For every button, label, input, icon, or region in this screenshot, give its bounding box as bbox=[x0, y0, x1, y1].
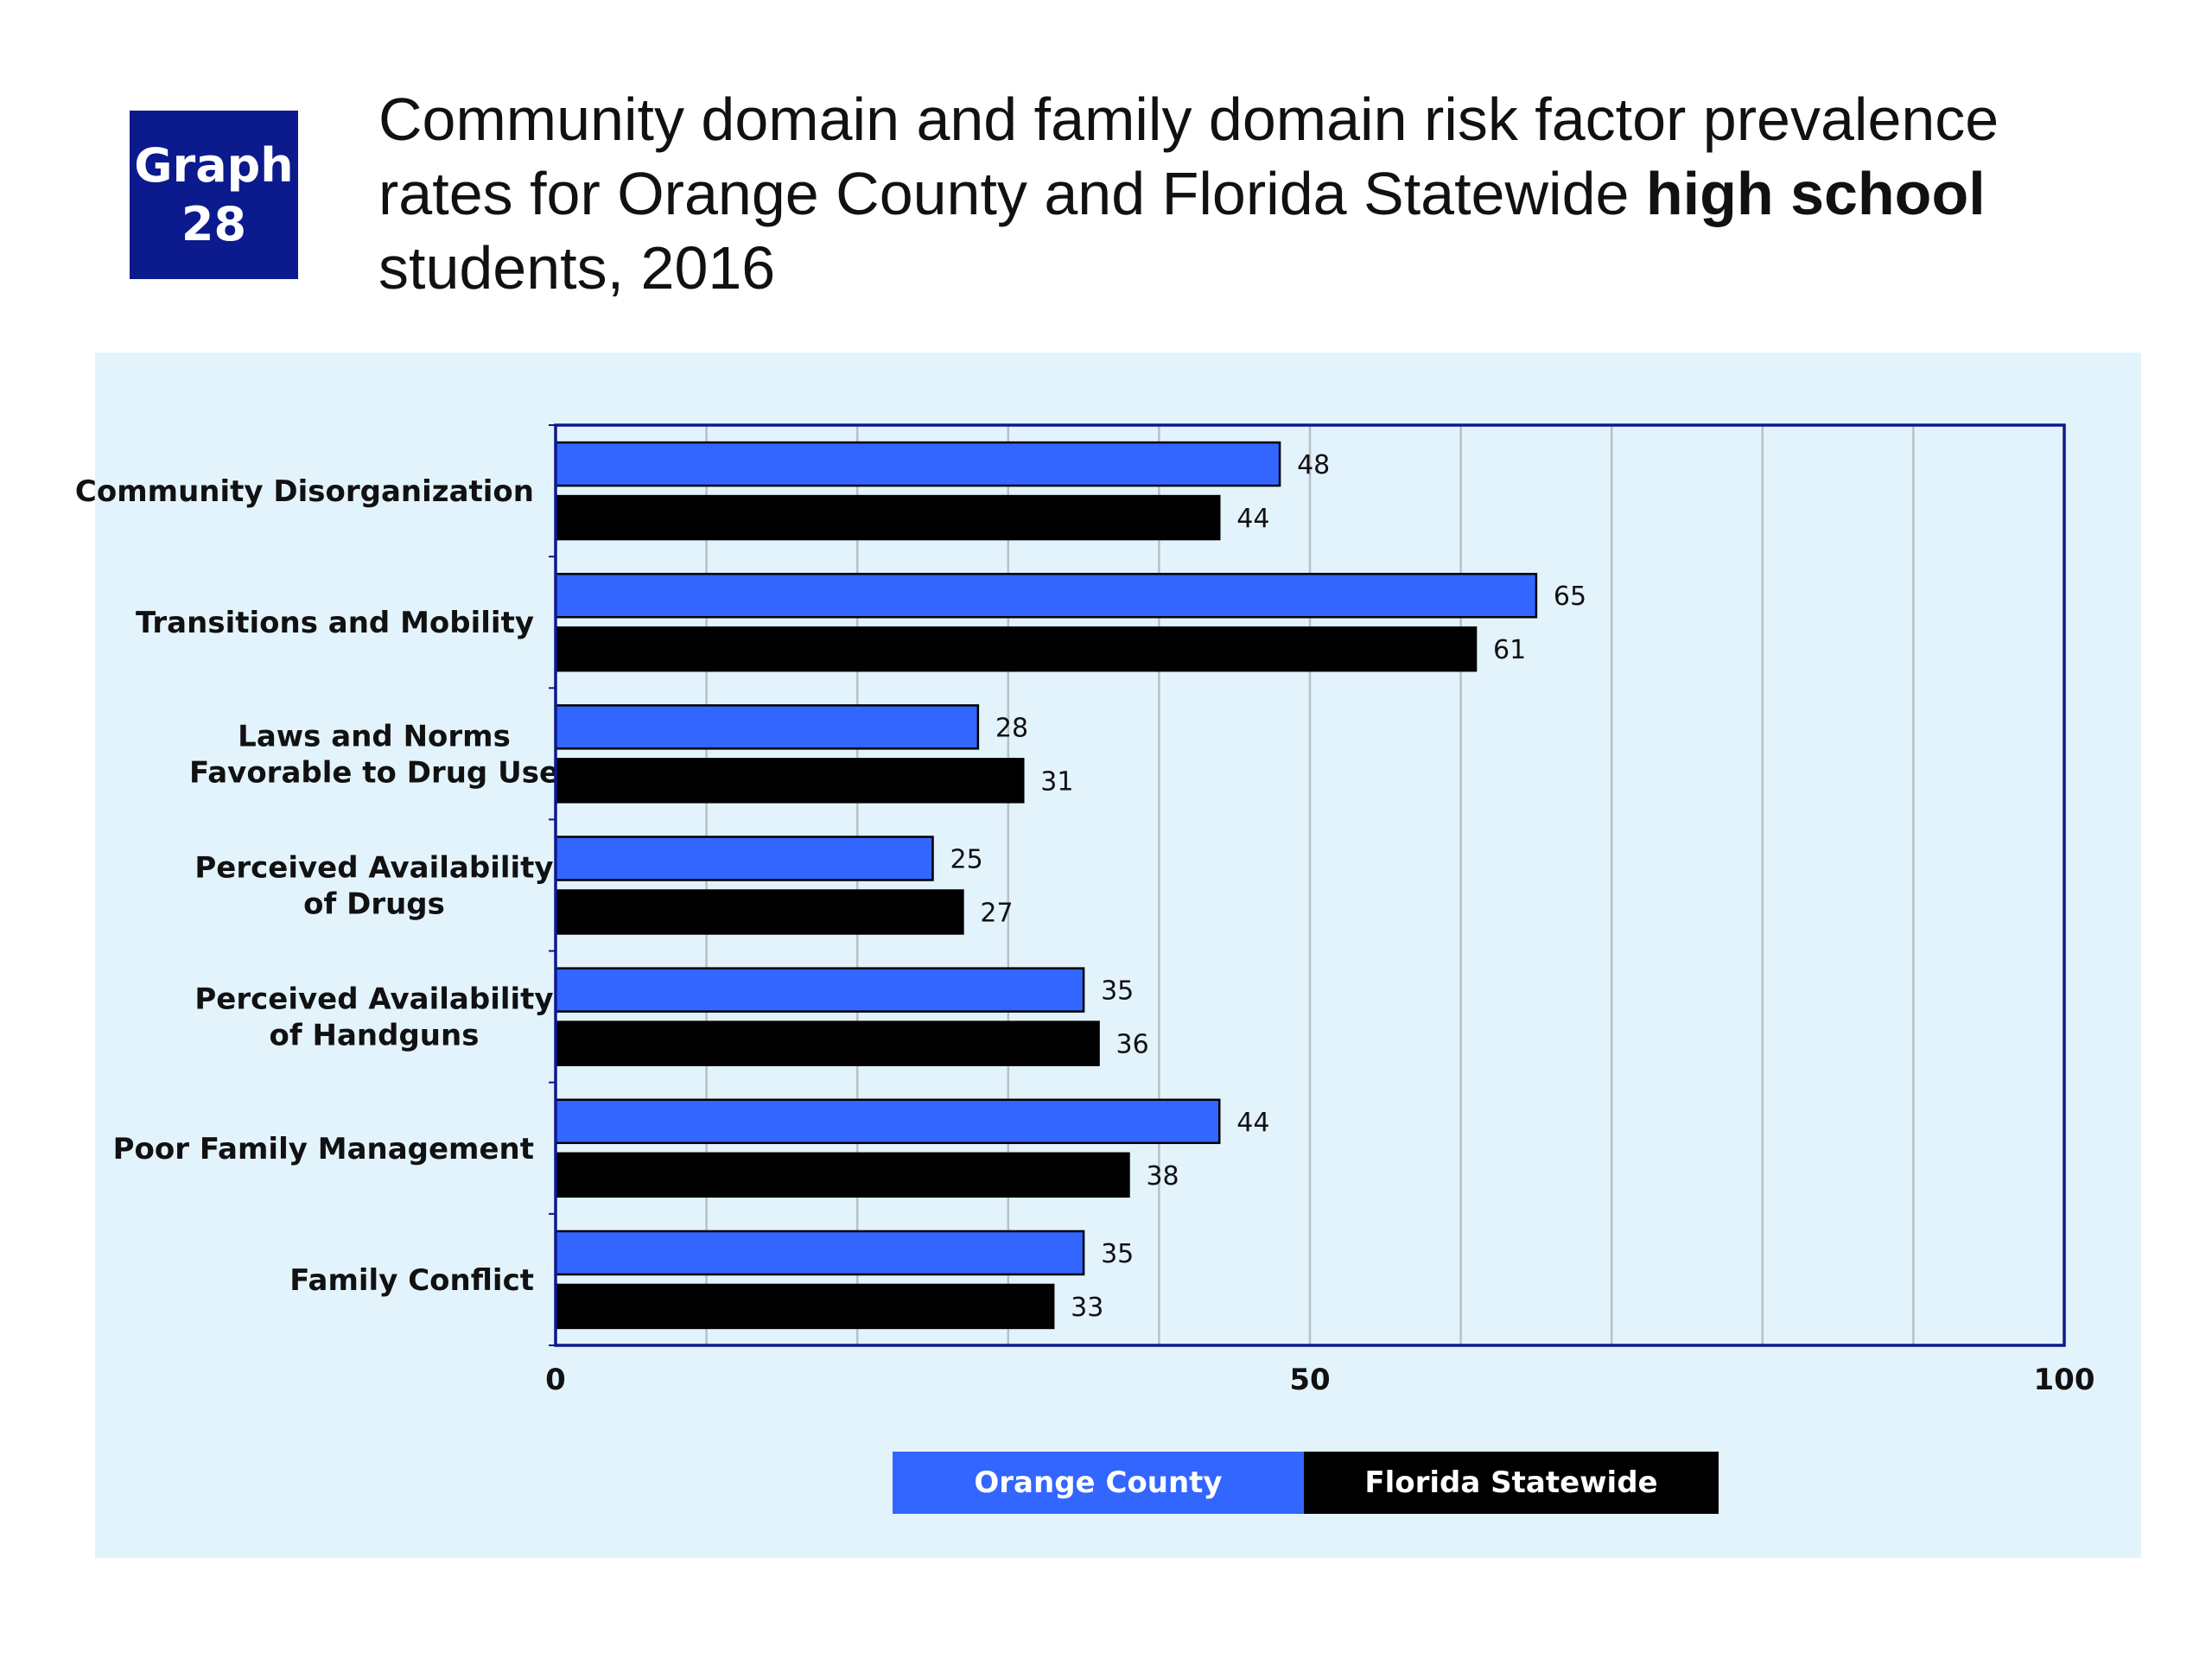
graph-badge: Graph 28 bbox=[130, 111, 298, 279]
data-label: 36 bbox=[1116, 1030, 1149, 1060]
bar-florida-statewide bbox=[554, 494, 1221, 541]
bar-florida-statewide bbox=[554, 626, 1478, 672]
legend-label-orange-county: Orange County bbox=[974, 1465, 1223, 1500]
bar-orange-county bbox=[554, 1230, 1085, 1276]
category-label: Laws and Norms bbox=[238, 719, 511, 753]
data-label: 44 bbox=[1236, 504, 1269, 534]
data-label: 35 bbox=[1101, 976, 1134, 1007]
legend-label-florida-statewide: Florida Statewide bbox=[1364, 1465, 1658, 1500]
bar-orange-county bbox=[554, 836, 934, 881]
bar-orange-county bbox=[554, 967, 1085, 1013]
category-label: Perceived Availability bbox=[194, 851, 553, 886]
category-label: Favorable to Drug Use bbox=[189, 755, 559, 790]
title-line-1: Community domain and family domain risk … bbox=[378, 86, 1999, 153]
bar-orange-county bbox=[554, 704, 980, 750]
data-label: 61 bbox=[1493, 635, 1526, 665]
data-label: 44 bbox=[1236, 1108, 1269, 1138]
title-bold: high school bbox=[1645, 160, 1986, 227]
bar-florida-statewide bbox=[554, 1152, 1130, 1198]
category-label: Community Disorganization bbox=[75, 474, 534, 509]
legend-orange-county: Orange County bbox=[893, 1452, 1304, 1514]
badge-line-2: 28 bbox=[181, 196, 247, 251]
plot-border bbox=[554, 423, 2066, 1347]
data-label: 27 bbox=[980, 899, 1013, 929]
data-label: 31 bbox=[1040, 766, 1073, 797]
legend-florida-statewide: Florida Statewide bbox=[1304, 1452, 1719, 1514]
data-label: 48 bbox=[1297, 450, 1330, 480]
data-label: 38 bbox=[1146, 1161, 1179, 1192]
bar-orange-county bbox=[554, 572, 1538, 619]
title-line-2: rates for Orange County and Florida Stat… bbox=[378, 160, 1646, 227]
bar-orange-county bbox=[554, 1098, 1221, 1145]
bar-florida-statewide bbox=[554, 889, 964, 935]
category-label: Poor Family Management bbox=[113, 1132, 534, 1166]
data-label: 35 bbox=[1101, 1239, 1134, 1269]
category-label: Family Conflict bbox=[289, 1263, 534, 1298]
bar-orange-county bbox=[554, 441, 1281, 487]
category-label: of Handguns bbox=[270, 1019, 480, 1053]
data-label: 65 bbox=[1554, 582, 1586, 612]
x-tick-label: 100 bbox=[2034, 1363, 2095, 1397]
data-label: 33 bbox=[1071, 1293, 1103, 1323]
badge-line-1: Graph bbox=[134, 137, 294, 193]
bar-florida-statewide bbox=[554, 758, 1025, 804]
legend: Orange County Florida Statewide bbox=[893, 1452, 1719, 1514]
category-label: of Drugs bbox=[303, 887, 445, 922]
x-tick-label: 50 bbox=[1289, 1363, 1330, 1397]
data-label: 25 bbox=[950, 845, 983, 875]
chart-title: Community domain and family domain risk … bbox=[378, 82, 2107, 305]
x-tick-label: 0 bbox=[545, 1363, 566, 1397]
bar-florida-statewide bbox=[554, 1283, 1055, 1330]
category-label: Transitions and Mobility bbox=[136, 606, 534, 640]
title-line-3: students, 2016 bbox=[378, 234, 776, 302]
bar-florida-statewide bbox=[554, 1020, 1100, 1066]
data-label: 28 bbox=[995, 713, 1028, 743]
category-label: Perceived Availability bbox=[194, 982, 553, 1017]
